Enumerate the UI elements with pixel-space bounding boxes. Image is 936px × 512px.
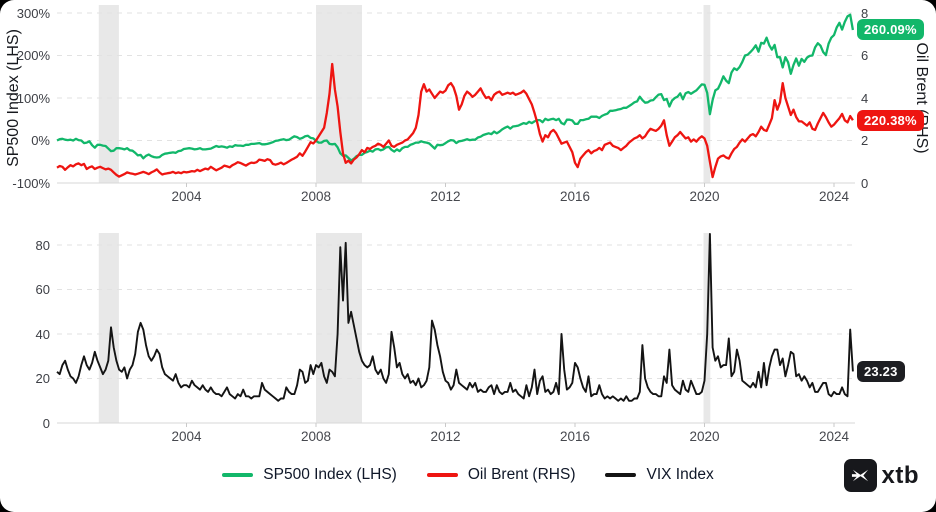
brent-legend-label: Oil Brent (RHS) [468,466,576,484]
y-tick-label: -100% [2,177,50,190]
sp500-line [57,15,853,161]
y-tick-label: 60 [2,283,50,296]
x-glyph-icon [851,466,870,485]
x-tick-label: 2004 [157,190,217,204]
x-tick-label: 2016 [545,430,605,444]
vix-legend-swatch [605,473,636,477]
xtb-logo-mark-icon [844,459,877,492]
right-axis-title: Oil Brent (RHS) [912,42,930,153]
x-tick-label: 2016 [545,190,605,204]
legend-item-sp500[interactable]: SP500 Index (LHS) [222,466,397,484]
brent-value-badge: 220.38% [857,110,924,131]
legend: SP500 Index (LHS) Oil Brent (RHS) VIX In… [0,466,936,484]
y-tick-label-right: 2 [861,134,868,147]
x-tick-label: 2004 [157,430,217,444]
chart-dashboard: 300%200%100%0%-100%864202004200820122016… [0,0,936,512]
y-tick-label-right: 6 [861,49,868,62]
y-tick-label-right: 0 [861,177,868,190]
recession-band [99,5,119,183]
sp500-value-badge: 260.09% [857,19,924,40]
x-tick-label: 2020 [675,430,735,444]
y-tick-label: 300% [2,7,50,20]
y-tick-label: 20 [2,372,50,385]
y-tick-label-right: 8 [861,7,868,20]
x-tick-label: 2008 [286,190,346,204]
y-tick-label: 0 [2,417,50,430]
x-tick-label: 2012 [416,430,476,444]
legend-item-vix[interactable]: VIX Index [605,466,713,484]
left-axis-title: SP500 Index (LHS) [5,29,23,167]
y-tick-label: 80 [2,239,50,252]
recession-band [99,233,119,423]
legend-item-brent[interactable]: Oil Brent (RHS) [427,466,576,484]
x-tick-label: 2020 [675,190,735,204]
sp500-legend-swatch [222,473,253,477]
x-tick-label: 2008 [286,430,346,444]
y-tick-label: 40 [2,328,50,341]
vix-line [57,234,853,401]
brent-legend-swatch [427,473,458,477]
xtb-logo: xtb [844,459,920,492]
x-tick-label: 2024 [804,190,864,204]
sp500-legend-label: SP500 Index (LHS) [263,466,397,484]
xtb-logo-text: xtb [882,462,920,490]
brent-line [57,64,853,177]
x-tick-label: 2012 [416,190,476,204]
y-tick-label-right: 4 [861,92,868,105]
vix-value-badge: 23.23 [857,361,905,382]
x-tick-label: 2024 [804,430,864,444]
vix-legend-label: VIX Index [646,466,713,484]
